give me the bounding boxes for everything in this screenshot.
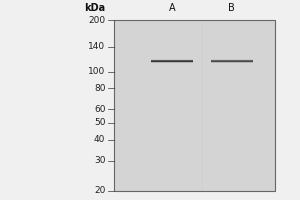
Text: 40: 40 <box>94 135 105 144</box>
Text: kDa: kDa <box>84 3 105 13</box>
Text: 100: 100 <box>88 67 105 76</box>
Text: A: A <box>169 3 175 13</box>
Text: 30: 30 <box>94 156 105 165</box>
Text: 140: 140 <box>88 42 105 51</box>
Text: 200: 200 <box>88 16 105 25</box>
Text: B: B <box>228 3 235 13</box>
Text: 80: 80 <box>94 84 105 93</box>
Text: 20: 20 <box>94 186 105 195</box>
Text: 50: 50 <box>94 118 105 127</box>
Text: 60: 60 <box>94 105 105 114</box>
Bar <box>114 20 275 191</box>
